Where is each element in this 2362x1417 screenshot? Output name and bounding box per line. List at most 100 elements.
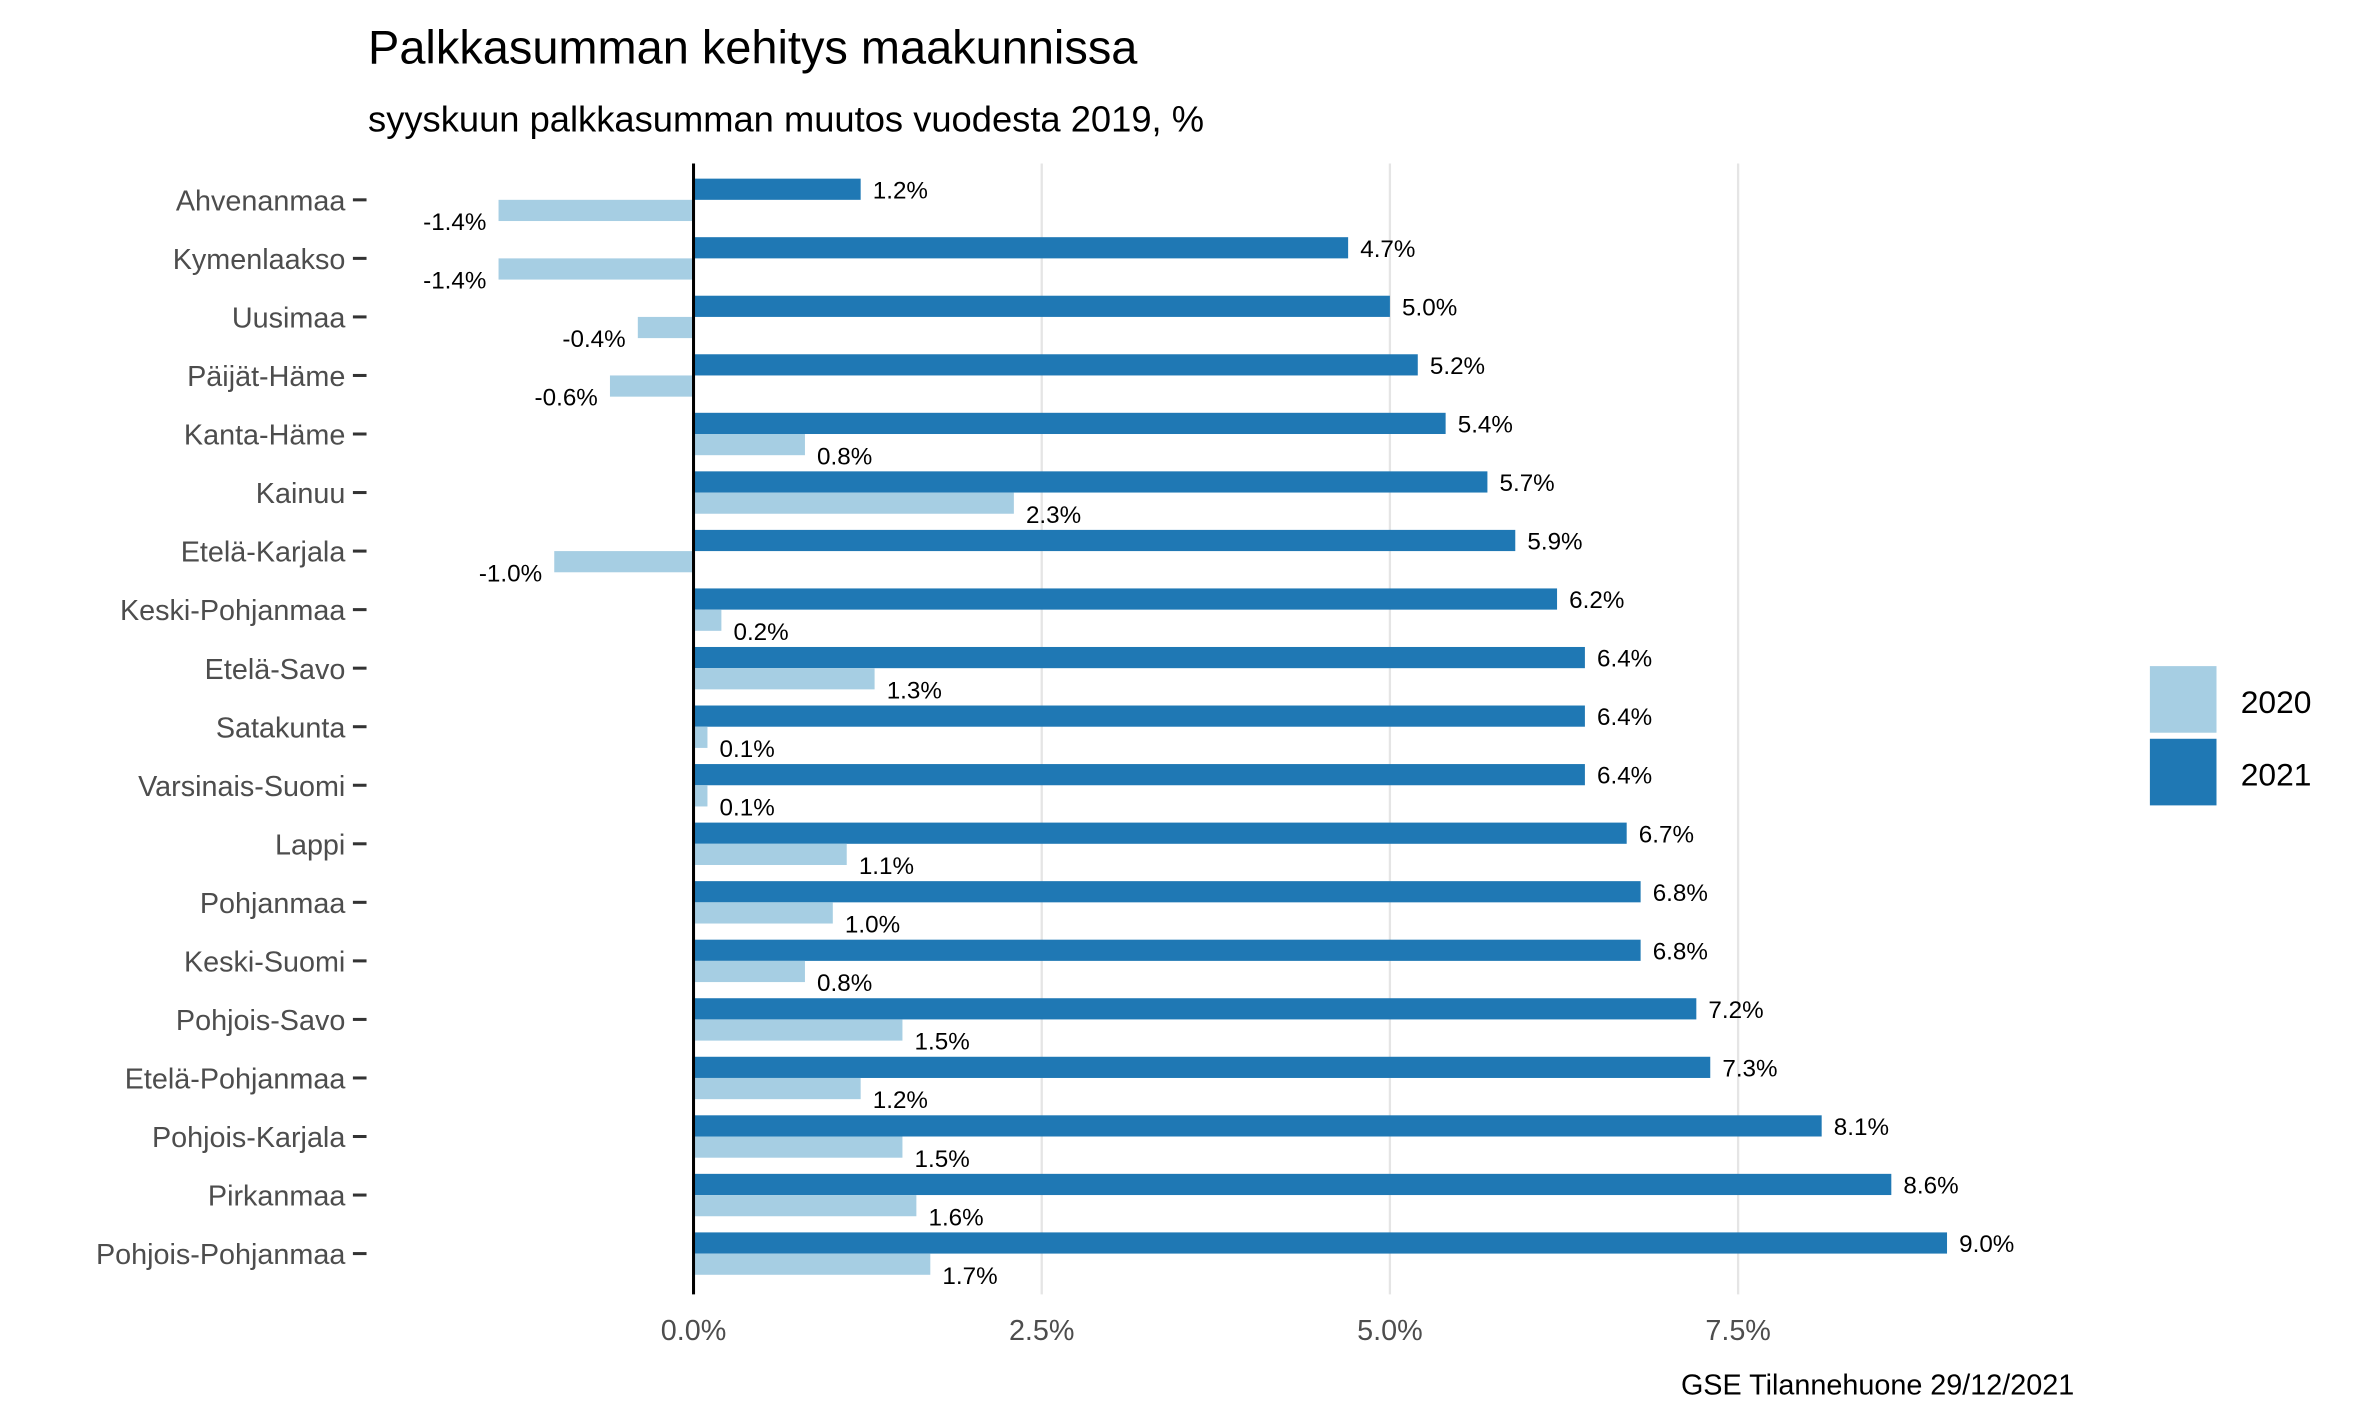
y-tick-label: Pohjois-Pohjanmaa [96,1239,345,1271]
data-label-2021: 7.2% [1708,997,1763,1024]
legend-swatch-2020 [2149,666,2217,733]
bar-2020 [693,1253,931,1275]
legend-label-2021: 2021 [2241,757,2312,793]
y-tick-label: Etelä-Pohjanmaa [125,1064,346,1096]
bar-2020 [693,609,722,631]
bar-2021 [693,1232,1948,1254]
bar-2021 [693,822,1627,844]
data-label-2020: 1.0% [845,912,900,939]
y-tick-label: Kainuu [256,478,346,510]
data-label-2021: 8.1% [1834,1114,1889,1141]
y-tick-label: Päijät-Häme [187,361,345,393]
legend: 2020 2021 [2149,666,2312,806]
bar-2020 [693,1195,917,1217]
bar-2020 [693,1136,903,1158]
bar-2020 [554,551,694,573]
data-label-2020: 1.7% [942,1263,997,1290]
data-label-2021: 8.6% [1903,1173,1958,1200]
y-tick-label: Pirkanmaa [208,1181,345,1213]
bar-2021 [693,412,1446,435]
bar-2020 [498,258,694,280]
bar-2020 [693,492,1014,514]
bar-2021 [693,1056,1711,1078]
bar-2020 [609,375,694,397]
data-label-2020: 2.3% [1026,502,1081,529]
data-label-2020: 1.5% [915,1146,970,1173]
bar-2021 [693,998,1697,1020]
y-tick-label: Satakunta [216,712,345,744]
data-label-2021: 4.7% [1360,236,1415,263]
y-tick-label: Uusimaa [232,303,345,335]
bar-2021 [693,529,1516,552]
bar-2020 [637,316,694,339]
bar-2020 [693,843,847,865]
bar-2020 [693,1077,861,1100]
data-label-2021: 1.2% [873,177,928,204]
y-tick-label: Pohjois-Karjala [152,1122,345,1154]
bar-2021 [693,295,1390,317]
legend-label-2020: 2020 [2241,684,2312,720]
data-label-2021: 5.7% [1500,470,1555,497]
data-label-2020: -0.6% [535,385,598,412]
bar-2021 [693,881,1641,903]
bar-2020 [693,434,805,456]
y-tick-label: Keski-Pohjanmaa [120,595,345,627]
bar-2021 [693,588,1558,610]
bar-2021 [693,471,1488,493]
bar-2020 [693,785,708,807]
bar-2021 [693,646,1585,669]
data-label-2020: 0.8% [817,970,872,997]
data-label-2020: 0.1% [720,736,775,763]
bar-2021 [693,1115,1822,1137]
bar-2020 [498,199,694,222]
bar-2020 [693,1019,903,1041]
data-label-2021: 6.7% [1639,821,1694,848]
data-label-2021: 6.8% [1653,938,1708,965]
data-label-2021: 7.3% [1722,1055,1777,1082]
bar-2021 [693,1173,1892,1196]
x-tick-label: 7.5% [1705,1315,1771,1347]
chart-subtitle: syyskuun palkkasumman muutos vuodesta 20… [368,99,1204,140]
data-label-2021: 6.4% [1597,763,1652,790]
y-tick-label: Pohjanmaa [200,888,345,920]
data-label-2020: 0.2% [733,619,788,646]
x-tick-label: 0.0% [661,1315,727,1347]
data-label-2020: -0.4% [562,326,625,353]
y-tick-label: Lappi [275,829,345,861]
chart-caption: GSE Tilannehuone 29/12/2021 [1681,1369,2074,1401]
data-label-2021: 9.0% [1959,1231,2014,1258]
data-label-2020: -1.0% [479,560,542,587]
data-label-2020: 1.5% [915,1029,970,1056]
data-label-2021: 5.4% [1458,411,1513,438]
data-label-2020: -1.4% [423,209,486,236]
y-tick-label: Ahvenanmaa [176,185,345,217]
bar-2020 [693,902,833,924]
data-label-2020: 1.1% [859,853,914,880]
bar-2021 [693,178,861,200]
bar-2020 [693,668,875,690]
y-tick-label: Kanta-Häme [184,420,345,452]
data-label-2020: 1.2% [873,1087,928,1114]
data-label-2020: 0.1% [720,795,775,822]
data-label-2020: -1.4% [423,268,486,295]
data-label-2021: 5.0% [1402,294,1457,321]
y-tick-label: Varsinais-Suomi [138,771,345,803]
data-label-2020: 1.6% [928,1204,983,1231]
data-label-2021: 6.8% [1653,880,1708,907]
bar-2021 [693,237,1349,259]
x-tick-label: 5.0% [1357,1315,1423,1347]
y-tick-label: Etelä-Savo [205,654,346,686]
y-tick-label: Kymenlaakso [173,244,346,276]
data-label-2021: 6.2% [1569,587,1624,614]
y-tick-label: Etelä-Karjala [181,537,346,569]
y-tick-label: Keski-Suomi [184,946,345,978]
data-label-2021: 5.9% [1527,529,1582,556]
data-label-2020: 0.8% [817,443,872,470]
bar-2020 [693,960,805,983]
legend-swatch-2021 [2149,738,2217,806]
bar-2021 [693,354,1418,376]
bar-2021 [693,705,1585,727]
bar-2021 [693,764,1585,786]
y-tick-label: Pohjois-Savo [176,1005,345,1037]
